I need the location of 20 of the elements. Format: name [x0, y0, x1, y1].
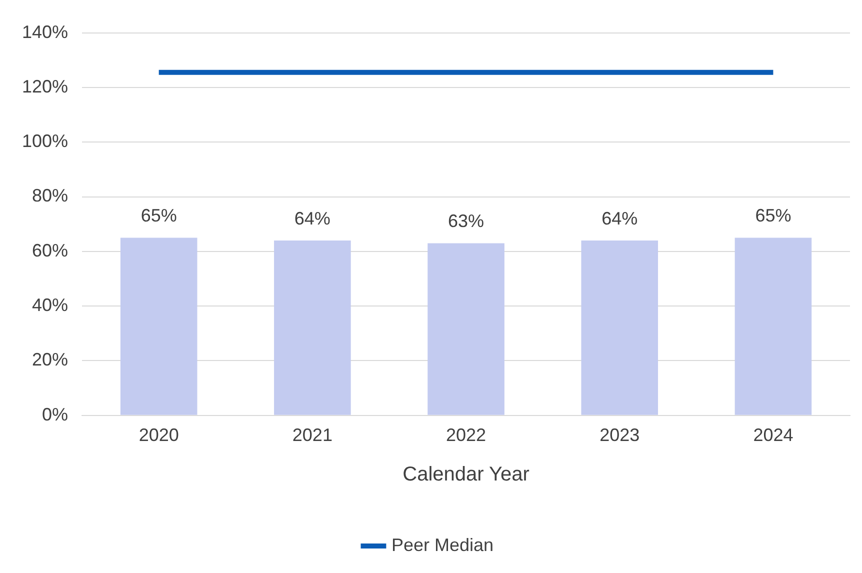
data-label: 65%: [140, 206, 177, 226]
y-tick-label: 0%: [42, 404, 68, 424]
y-tick-label: 120%: [22, 76, 68, 96]
y-tick-label: 60%: [32, 240, 68, 260]
x-tick-label: 2023: [600, 425, 640, 446]
data-label: 65%: [755, 206, 792, 226]
y-tick-label: 80%: [32, 186, 68, 206]
y-tick-label: 140%: [22, 22, 68, 42]
y-tick-label: 20%: [32, 350, 68, 370]
x-tick-label: 2021: [292, 425, 332, 446]
x-tick-label: 2020: [138, 425, 179, 446]
x-tick-label: 2022: [446, 425, 486, 446]
legend-label: Peer Median: [391, 534, 494, 555]
data-label: 64%: [294, 208, 330, 228]
y-tick-label: 100%: [22, 131, 68, 152]
x-axis-title: Calendar Year: [402, 464, 530, 486]
data-label: 63%: [448, 211, 484, 232]
y-tick-label: 40%: [32, 295, 68, 316]
data-label: 64%: [602, 208, 638, 228]
x-tick-label: 2024: [753, 425, 794, 446]
